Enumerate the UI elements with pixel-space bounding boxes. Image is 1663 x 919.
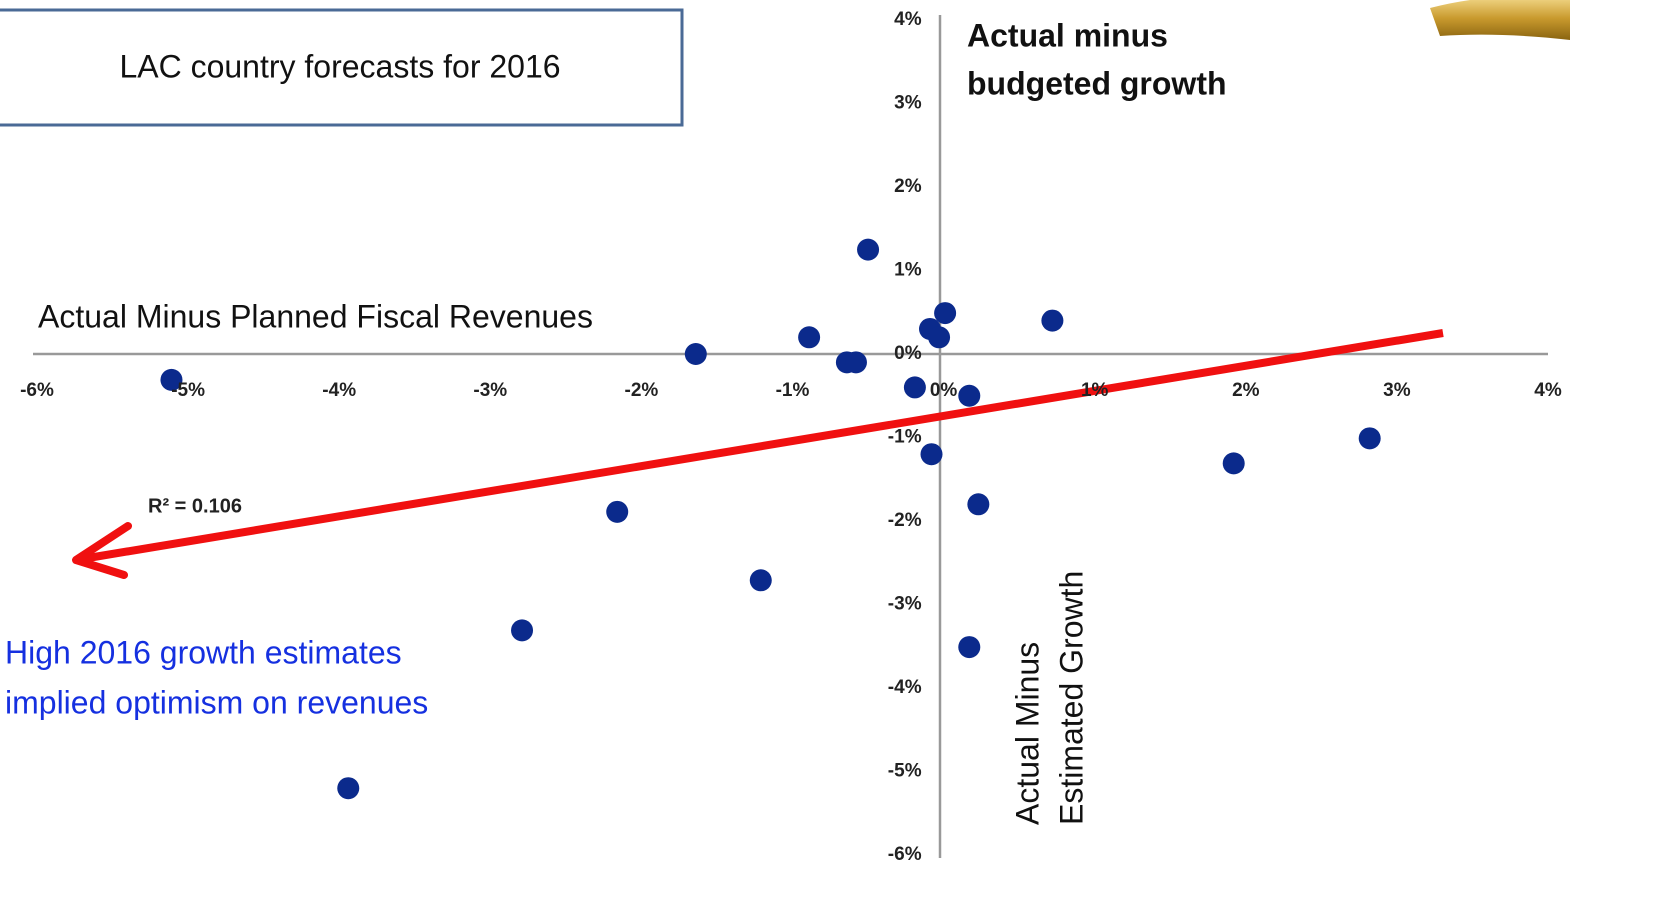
y-tick-label: 2% — [894, 176, 922, 197]
point — [928, 326, 950, 348]
y-axis-label-2: Estimated Growth — [1053, 571, 1089, 825]
point — [337, 777, 359, 799]
point — [606, 501, 628, 523]
decoration — [1430, 0, 1570, 40]
point — [958, 636, 980, 658]
x-tick-label: 0% — [930, 380, 958, 401]
x-tick-label: 3% — [1383, 380, 1411, 401]
point — [1041, 310, 1063, 332]
x-tick-label: -6% — [20, 380, 54, 401]
x-tick-label: 1% — [1081, 380, 1109, 401]
x-tick-label: -1% — [776, 380, 810, 401]
y-tick-label: 0% — [894, 343, 922, 364]
point — [967, 493, 989, 515]
x-axis-label: Actual Minus Planned Fiscal Revenues — [38, 298, 593, 334]
y-tick-label: 1% — [894, 260, 922, 281]
y-tick-label: -5% — [888, 761, 922, 782]
point — [1223, 452, 1245, 474]
y-tick-label: -6% — [888, 844, 922, 865]
point — [1359, 427, 1381, 449]
x-tick-label: -2% — [625, 380, 659, 401]
point — [685, 343, 707, 365]
point — [904, 376, 926, 398]
chart-title: LAC country forecasts for 2016 — [119, 48, 560, 84]
y-tick-label: 4% — [894, 9, 922, 30]
point — [958, 385, 980, 407]
x-tick-label: 4% — [1534, 380, 1562, 401]
annotation: implied optimism on revenues — [5, 684, 428, 720]
trend-line — [82, 333, 1443, 559]
x-tick-label: 2% — [1232, 380, 1260, 401]
r-squared: R² = 0.106 — [148, 495, 242, 517]
point — [511, 619, 533, 641]
point — [934, 302, 956, 324]
annotation: High 2016 growth estimates — [5, 634, 402, 670]
point — [921, 443, 943, 465]
page: {"chart_data": {"type": "scatter", "titl… — [0, 0, 1663, 919]
y-axis-label-2: Actual Minus — [1009, 642, 1045, 825]
y-tick-label: -1% — [888, 427, 922, 448]
point — [750, 569, 772, 591]
point — [845, 351, 867, 373]
x-tick-label: -3% — [473, 380, 507, 401]
y-tick-label: 3% — [894, 93, 922, 114]
y-tick-label: -3% — [888, 594, 922, 615]
point — [798, 326, 820, 348]
y-axis-label: budgeted growth — [967, 65, 1227, 101]
x-tick-label: -4% — [322, 380, 356, 401]
chart: LAC country forecasts for 2016 Actual Mi… — [0, 0, 1663, 919]
x-tick-label: -5% — [171, 380, 205, 401]
point — [857, 239, 879, 261]
y-tick-label: -2% — [888, 510, 922, 531]
y-axis-label: Actual minus — [967, 17, 1168, 53]
y-tick-label: -4% — [888, 677, 922, 698]
